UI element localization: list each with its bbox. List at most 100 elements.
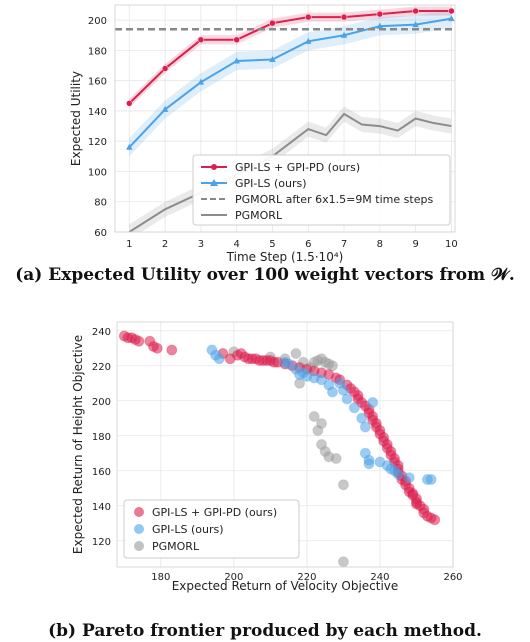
scatter-point <box>425 474 437 485</box>
data-point <box>376 10 384 18</box>
y-tick-label: 220 <box>92 362 111 373</box>
legend-marker <box>134 524 144 534</box>
x-tick-label: 200 <box>224 572 243 583</box>
legend-label: PGMORL <box>235 209 283 222</box>
caption-a: (a) Expected Utility over 100 weight vec… <box>15 265 515 285</box>
data-point <box>305 13 312 21</box>
legend-label: PGMORL <box>152 540 200 553</box>
y-tick-label: 100 <box>88 167 107 178</box>
data-point <box>197 78 205 85</box>
y-axis-label: Expected Return of Height Objective <box>71 335 85 554</box>
legend-label: GPI-LS (ours) <box>235 177 307 190</box>
data-point <box>269 55 276 62</box>
scatter-point <box>166 344 178 356</box>
x-axis-label: Time Step (1.5·10⁴) <box>226 250 344 264</box>
scatter-point <box>341 393 353 405</box>
scatter-point <box>337 556 349 568</box>
legend-label: GPI-LS (ours) <box>152 523 224 536</box>
y-tick-label: 60 <box>94 228 107 239</box>
scatter-point <box>359 421 371 433</box>
utility-chart: 1 2 3 4 5 6 7 8 9 10 60 80 100 120 140 160 180 200 Time St… <box>69 4 458 264</box>
x-tick-label: 6 <box>305 239 311 250</box>
x-tick-label: 240 <box>370 572 389 583</box>
legend-label: PGMORL after 6x1.5=9M time steps <box>235 193 433 206</box>
y-tick-label: 80 <box>94 198 107 209</box>
scatter-point <box>290 348 302 359</box>
plot-frame-a <box>114 4 456 233</box>
x-tick-label: 10 <box>445 239 458 250</box>
legend-marker <box>134 507 144 517</box>
data-point <box>340 31 348 38</box>
scatter-point <box>403 472 415 484</box>
data-point <box>305 37 312 44</box>
y-tick-label: 200 <box>92 397 111 408</box>
legend-marker <box>210 179 218 186</box>
legend-marker <box>134 541 144 551</box>
scatter-point <box>151 342 163 354</box>
y-axis-label: Expected Utility <box>69 71 83 166</box>
x-tick-label: 5 <box>269 239 275 250</box>
legend-box-a <box>192 154 451 226</box>
data-point <box>448 15 455 22</box>
y-tick-label: 140 <box>88 107 107 118</box>
data-point <box>161 105 169 112</box>
series-line <box>128 10 452 105</box>
scatter-point <box>283 358 295 370</box>
legend-label: GPI-LS + GPI-PD (ours) <box>152 506 277 519</box>
pareto-chart: 180 200 220 240 260120140160180200220240Expe… <box>71 321 463 593</box>
data-point <box>126 100 133 107</box>
x-tick-label: 220 <box>297 572 316 583</box>
y-tick-label: 140 <box>92 502 111 513</box>
y-tick-label: 240 <box>92 327 111 338</box>
scatter-point <box>392 468 404 480</box>
y-tick-label: 160 <box>92 467 111 478</box>
data-point <box>161 65 169 72</box>
x-tick-label: 180 <box>151 572 170 583</box>
data-point <box>233 36 240 44</box>
scatter-point <box>326 360 338 372</box>
legend-label: GPI-LS + GPI-PD (ours) <box>235 161 360 174</box>
y-tick-label: 120 <box>92 537 111 548</box>
scatter-point <box>429 514 441 526</box>
scatter-point <box>356 412 368 424</box>
x-tick-label: 8 <box>377 239 383 250</box>
scatter-point <box>330 453 342 464</box>
data-point <box>233 57 240 64</box>
data-point <box>197 36 205 44</box>
x-tick-label: 9 <box>412 239 418 250</box>
data-point <box>448 7 455 15</box>
x-tick-label: 2 <box>162 239 168 250</box>
y-tick-label: 160 <box>88 77 107 88</box>
y-tick-label: 180 <box>92 432 111 443</box>
y-tick-label: 180 <box>88 46 107 57</box>
scatter-point <box>348 402 360 414</box>
x-tick-label: 3 <box>198 239 204 250</box>
data-point <box>269 19 276 27</box>
series-line <box>128 17 452 148</box>
scatter-point <box>213 353 225 365</box>
y-tick-label: 200 <box>88 16 107 27</box>
data-point <box>376 22 384 29</box>
legend-marker <box>211 164 217 170</box>
x-tick-label: 260 <box>443 572 462 583</box>
scatter-point <box>312 425 324 436</box>
scatter-point <box>308 411 320 422</box>
scatter-point <box>367 397 379 408</box>
scatter-point <box>316 374 328 386</box>
scatter-point <box>337 479 349 491</box>
scatter-point <box>337 384 349 396</box>
data-point <box>340 13 348 21</box>
data-point <box>126 143 133 150</box>
y-tick-label: 120 <box>88 137 107 148</box>
scatter-point <box>133 335 145 347</box>
data-point <box>412 7 419 15</box>
x-tick-label: 1 <box>126 239 132 250</box>
scatter-point <box>363 458 375 470</box>
legend-box-b <box>123 499 300 559</box>
x-tick-label: 4 <box>233 239 239 250</box>
data-point <box>412 21 419 28</box>
scatter-point <box>326 386 338 398</box>
caption-b: (b) Pareto frontier produced by each met… <box>48 621 482 641</box>
x-axis-label: Expected Return of Velocity Objective <box>172 579 399 593</box>
